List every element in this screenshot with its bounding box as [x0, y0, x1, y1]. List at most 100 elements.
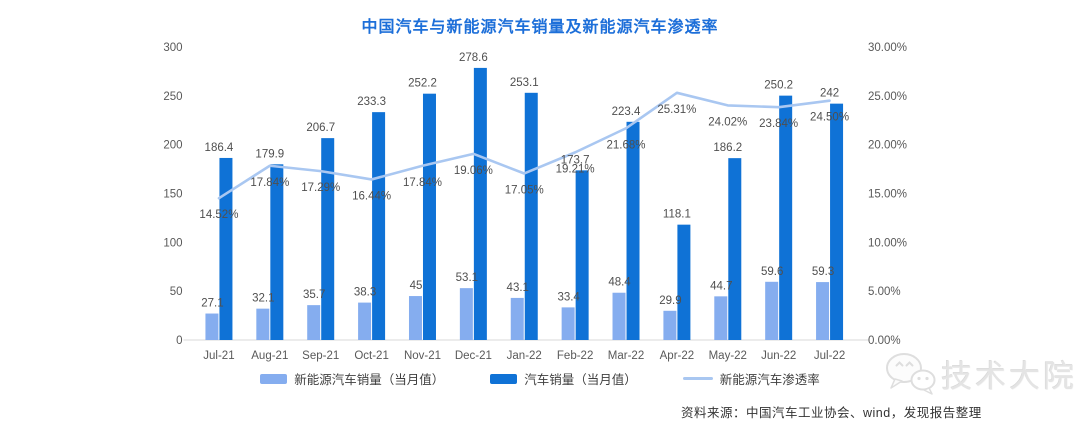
- svg-text:20.00%: 20.00%: [868, 140, 907, 152]
- wechat-icon: [886, 353, 936, 395]
- bar-nev: [256, 308, 270, 340]
- watermark-logo: 技术大院: [884, 350, 1077, 396]
- bar-total: [779, 95, 793, 340]
- svg-text:Jan-22: Jan-22: [507, 350, 542, 362]
- svg-text:17.84%: 17.84%: [250, 177, 289, 189]
- svg-text:19.21%: 19.21%: [556, 163, 595, 175]
- svg-text:17.84%: 17.84%: [403, 177, 442, 189]
- bar-nev: [663, 310, 677, 340]
- chart-title: 中国汽车与新能源汽车销量及新能源汽车渗透率: [361, 19, 719, 36]
- svg-text:0: 0: [176, 335, 182, 347]
- svg-text:Sep-21: Sep-21: [302, 350, 339, 362]
- svg-text:35.7: 35.7: [303, 289, 325, 301]
- legend-bar-swatch: [260, 373, 288, 384]
- svg-text:Dec-21: Dec-21: [455, 350, 492, 362]
- bar-total: [728, 158, 742, 340]
- svg-text:17.05%: 17.05%: [505, 184, 544, 196]
- bar-total: [575, 170, 589, 340]
- bar-nev: [408, 296, 422, 340]
- svg-text:48.4: 48.4: [608, 277, 631, 289]
- bar-nev: [510, 297, 524, 340]
- bar-nev: [358, 302, 372, 340]
- svg-text:Jul-21: Jul-21: [203, 350, 234, 362]
- svg-text:14.52%: 14.52%: [199, 209, 238, 221]
- svg-text:Mar-22: Mar-22: [608, 350, 644, 362]
- source-note: 资料来源：中国汽车工业协会、wind，发现报告整理: [681, 406, 982, 420]
- legend-item-2: 新能源汽车渗透率: [682, 369, 820, 388]
- svg-text:186.2: 186.2: [713, 142, 742, 154]
- svg-text:200: 200: [163, 140, 182, 152]
- legend-label: 新能源汽车销量（当月值）: [294, 373, 445, 387]
- bar-total: [473, 67, 487, 340]
- legend-label: 汽车销量（当月值）: [524, 373, 637, 387]
- svg-text:May-22: May-22: [709, 350, 747, 362]
- svg-text:179.9: 179.9: [255, 148, 284, 160]
- svg-text:186.4: 186.4: [205, 142, 234, 154]
- svg-text:150: 150: [163, 189, 182, 201]
- svg-text:15.00%: 15.00%: [868, 189, 907, 201]
- svg-text:25.31%: 25.31%: [657, 104, 696, 116]
- svg-text:0.00%: 0.00%: [868, 335, 901, 347]
- bar-nev: [612, 292, 626, 340]
- svg-text:32.1: 32.1: [252, 293, 274, 305]
- bar-nev: [561, 307, 575, 340]
- svg-text:38.3: 38.3: [354, 287, 376, 299]
- legend: 新能源汽车销量（当月值） 汽车销量（当月值） 新能源汽车渗透率: [0, 369, 1080, 388]
- svg-text:250: 250: [163, 91, 182, 103]
- bar-total: [524, 92, 538, 340]
- svg-text:59.3: 59.3: [812, 266, 834, 278]
- bar-series: [205, 67, 844, 341]
- svg-text:242: 242: [820, 88, 839, 100]
- svg-text:5.00%: 5.00%: [868, 286, 901, 298]
- svg-text:233.3: 233.3: [357, 96, 386, 108]
- svg-text:250.2: 250.2: [764, 80, 793, 92]
- svg-text:100: 100: [163, 237, 182, 249]
- svg-text:24.02%: 24.02%: [708, 116, 747, 128]
- svg-text:43.1: 43.1: [507, 282, 529, 294]
- svg-text:10.00%: 10.00%: [868, 237, 907, 249]
- svg-text:Feb-22: Feb-22: [557, 350, 593, 362]
- svg-text:19.06%: 19.06%: [454, 165, 493, 177]
- svg-text:Aug-21: Aug-21: [251, 350, 288, 362]
- svg-text:24.50%: 24.50%: [810, 112, 849, 124]
- bar-total: [219, 157, 233, 340]
- data-labels: 27.1 186.4 32.1 179.9 35.7 206.7 38.3 233.3 45 25…: [199, 52, 849, 310]
- bar-total: [270, 164, 284, 340]
- svg-text:300: 300: [163, 42, 182, 54]
- bar-nev: [459, 288, 473, 340]
- legend-item-0: 新能源汽车销量（当月值）: [260, 369, 444, 388]
- svg-text:16.44%: 16.44%: [352, 190, 391, 202]
- bar-nev: [205, 313, 219, 340]
- bar-total: [422, 93, 436, 341]
- svg-text:Jul-22: Jul-22: [814, 350, 845, 362]
- bar-total: [677, 224, 691, 340]
- svg-text:33.4: 33.4: [557, 291, 580, 303]
- svg-text:45: 45: [410, 280, 423, 292]
- svg-text:27.1: 27.1: [201, 298, 223, 310]
- svg-text:223.4: 223.4: [612, 106, 641, 118]
- svg-text:173.7: 173.7: [561, 154, 590, 166]
- bar-total: [321, 138, 335, 340]
- legend-label: 新能源汽车渗透率: [719, 373, 820, 387]
- sales-penetration-chart: 0 50 100 150 200 250 300 0.00% 5.00% 10.00% 15.00%…: [163, 42, 907, 362]
- legend-item-1: 汽车销量（当月值）: [490, 369, 637, 388]
- svg-text:Nov-21: Nov-21: [404, 350, 441, 362]
- svg-text:118.1: 118.1: [663, 209, 691, 221]
- svg-text:53.1: 53.1: [456, 272, 478, 284]
- svg-text:44.7: 44.7: [710, 280, 732, 292]
- line-series: [217, 91, 831, 200]
- svg-text:278.6: 278.6: [459, 52, 488, 64]
- svg-text:59.6: 59.6: [761, 266, 783, 278]
- svg-text:253.1: 253.1: [510, 77, 539, 89]
- bar-total: [626, 121, 640, 340]
- svg-text:50: 50: [170, 286, 183, 298]
- svg-text:Apr-22: Apr-22: [660, 350, 695, 362]
- legend-bar-swatch: [490, 373, 518, 384]
- svg-text:23.84%: 23.84%: [759, 118, 798, 130]
- axes: 0 50 100 150 200 250 300 0.00% 5.00% 10.00% 15.00%…: [163, 42, 907, 362]
- svg-text:25.00%: 25.00%: [868, 91, 907, 103]
- svg-text:252.2: 252.2: [408, 78, 437, 90]
- watermark-text: 技术大院: [941, 358, 1077, 394]
- bar-nev: [765, 281, 779, 340]
